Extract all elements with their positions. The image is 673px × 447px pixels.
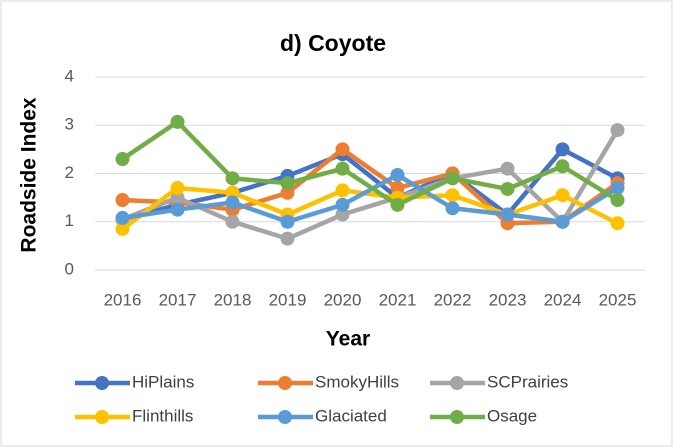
data-point bbox=[225, 171, 240, 186]
data-point bbox=[170, 202, 185, 217]
data-point bbox=[500, 181, 515, 196]
data-point bbox=[445, 171, 460, 186]
data-point bbox=[170, 190, 185, 205]
data-point bbox=[280, 185, 295, 200]
legend-text: Flinthills bbox=[132, 406, 193, 425]
data-point bbox=[390, 197, 405, 212]
data-point bbox=[390, 167, 405, 182]
legend-text: HiPlains bbox=[132, 372, 194, 391]
series-line bbox=[121, 119, 619, 208]
data-point bbox=[115, 210, 130, 225]
y-tick-label: 3 bbox=[65, 115, 74, 134]
y-tick-label: 0 bbox=[65, 259, 74, 278]
data-point bbox=[225, 185, 240, 200]
legend-marker bbox=[450, 376, 464, 390]
legend-marker bbox=[278, 410, 292, 424]
data-point bbox=[610, 123, 625, 138]
x-tick-label: 2020 bbox=[324, 290, 362, 309]
chart-title: d) Coyote bbox=[280, 30, 386, 56]
legend-text: Osage bbox=[487, 406, 537, 425]
series-line bbox=[121, 128, 620, 241]
data-point bbox=[280, 176, 295, 191]
x-tick-label: 2025 bbox=[599, 290, 637, 309]
data-point bbox=[500, 161, 515, 176]
data-point bbox=[555, 214, 570, 229]
legend-marker bbox=[95, 410, 109, 424]
data-point bbox=[500, 207, 515, 222]
legend-marker bbox=[278, 376, 292, 390]
legend-marker bbox=[95, 376, 109, 390]
data-point bbox=[555, 159, 570, 174]
series-line bbox=[121, 185, 619, 231]
x-axis-title: Year bbox=[326, 328, 370, 351]
x-tick-label: 2023 bbox=[489, 290, 527, 309]
x-tick-label: 2018 bbox=[214, 290, 252, 309]
y-axis-title: Roadside Index bbox=[18, 97, 41, 253]
data-point bbox=[610, 193, 625, 208]
x-tick-label: 2022 bbox=[434, 290, 472, 309]
legend-text: SmokyHills bbox=[315, 372, 399, 391]
x-tick-label: 2017 bbox=[159, 290, 197, 309]
data-point bbox=[445, 201, 460, 216]
data-point bbox=[170, 180, 185, 195]
x-tick-label: 2021 bbox=[379, 290, 417, 309]
data-point bbox=[115, 221, 130, 236]
x-tick-label: 2019 bbox=[269, 290, 307, 309]
data-point bbox=[335, 197, 350, 212]
data-point bbox=[335, 183, 350, 198]
data-point bbox=[610, 216, 625, 231]
data-point bbox=[335, 207, 350, 222]
series-line bbox=[122, 172, 619, 224]
data-point bbox=[335, 161, 350, 176]
data-point bbox=[225, 214, 240, 229]
data-point bbox=[225, 195, 240, 210]
data-point bbox=[390, 180, 405, 195]
data-point bbox=[445, 188, 460, 203]
legend-text: SCPrairies bbox=[487, 372, 568, 391]
data-point bbox=[280, 231, 295, 246]
data-point bbox=[115, 152, 130, 167]
data-point bbox=[170, 114, 185, 129]
legend-marker bbox=[450, 410, 464, 424]
data-point bbox=[115, 193, 130, 208]
y-tick-label: 4 bbox=[65, 66, 74, 85]
data-point bbox=[610, 180, 625, 195]
y-tick-label: 1 bbox=[65, 211, 74, 230]
data-point bbox=[280, 214, 295, 229]
y-tick-label: 2 bbox=[65, 163, 74, 182]
legend-text: Glaciated bbox=[315, 406, 387, 425]
data-point bbox=[555, 188, 570, 203]
x-tick-label: 2024 bbox=[544, 290, 582, 309]
data-point bbox=[555, 142, 570, 157]
x-tick-label: 2016 bbox=[104, 290, 142, 309]
series-line bbox=[121, 147, 619, 222]
data-point bbox=[335, 142, 350, 157]
